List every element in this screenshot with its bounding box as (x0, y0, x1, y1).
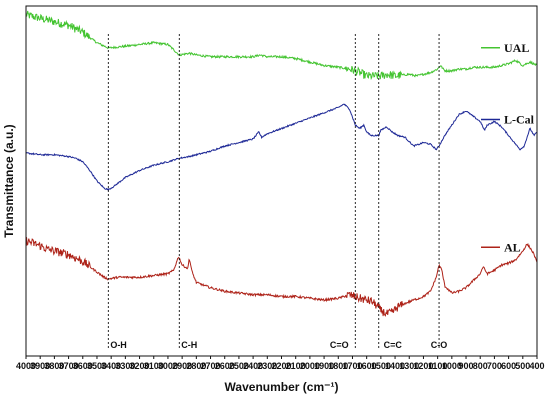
x-tick-label-1800: 1800 (328, 361, 348, 371)
x-tick-label-2500: 2500 (229, 361, 249, 371)
x-tick-label-3500: 3500 (87, 361, 107, 371)
x-tick-label-3200: 3200 (130, 361, 150, 371)
y-axis-title: Transmittance (a.u.) (2, 124, 16, 237)
x-tick-label-1100: 1100 (428, 361, 448, 371)
plot-frame (25, 5, 538, 357)
spectrum-lines (25, 10, 538, 317)
x-tick-label-2300: 2300 (257, 361, 277, 371)
x-tick-label-3000: 3000 (158, 361, 178, 371)
x-tick-label-4000: 4000 (16, 361, 36, 371)
series-al-line (25, 236, 538, 317)
x-tick-label-1500: 1500 (371, 361, 391, 371)
x-tick-label-2200: 2200 (271, 361, 291, 371)
x-tick-label-900: 900 (459, 361, 474, 371)
x-tick-label-1400: 1400 (385, 361, 405, 371)
x-tick-label-2000: 2000 (300, 361, 320, 371)
peak-label-c-h: C-H (181, 340, 197, 350)
legend-label-l-cal: L-Cal (504, 113, 535, 127)
x-tick-label-2600: 2600 (215, 361, 235, 371)
legend: UAL L-Cal AL (481, 41, 535, 254)
series-l-cal-line (25, 103, 538, 192)
series-ual-line (25, 10, 538, 81)
x-tick-label-3600: 3600 (73, 361, 93, 371)
x-tick-label-3100: 3100 (144, 361, 164, 371)
x-tick-label-1700: 1700 (342, 361, 362, 371)
x-tick-label-3400: 3400 (101, 361, 121, 371)
peak-label-c=o: C=O (330, 340, 349, 350)
peak-label-o-h: O-H (110, 340, 127, 350)
x-tick-label-600: 600 (501, 361, 516, 371)
x-tick-label-700: 700 (487, 361, 502, 371)
x-tick-label-2100: 2100 (286, 361, 306, 371)
x-tick-label-500: 500 (515, 361, 530, 371)
legend-label-al: AL (504, 240, 521, 254)
x-tick-label-2800: 2800 (186, 361, 206, 371)
x-tick-label-1200: 1200 (413, 361, 433, 371)
x-tick-label-1900: 1900 (314, 361, 334, 371)
peak-label-c=c: C=C (384, 340, 403, 350)
x-tick-label-3900: 3900 (30, 361, 50, 371)
peak-label-c-o: C-O (431, 340, 448, 350)
x-tick-label-1300: 1300 (399, 361, 419, 371)
x-axis-ticks: 4000390038003700360035003400330032003100… (16, 356, 545, 371)
x-tick-label-400: 400 (529, 361, 544, 371)
peak-labels: O-H C-H C=O C=C C-O (110, 340, 447, 350)
x-tick-label-1600: 1600 (357, 361, 377, 371)
x-tick-label-3800: 3800 (44, 361, 64, 371)
x-tick-label-2700: 2700 (201, 361, 221, 371)
x-tick-label-3700: 3700 (59, 361, 79, 371)
legend-label-ual: UAL (504, 41, 529, 55)
x-tick-label-3300: 3300 (115, 361, 135, 371)
x-axis-title: Wavenumber (cm⁻¹) (225, 380, 339, 394)
x-tick-label-800: 800 (473, 361, 488, 371)
peak-guide-lines (107, 34, 440, 350)
x-tick-label-1000: 1000 (442, 361, 462, 371)
x-tick-label-2900: 2900 (172, 361, 192, 371)
x-tick-label-2400: 2400 (243, 361, 263, 371)
